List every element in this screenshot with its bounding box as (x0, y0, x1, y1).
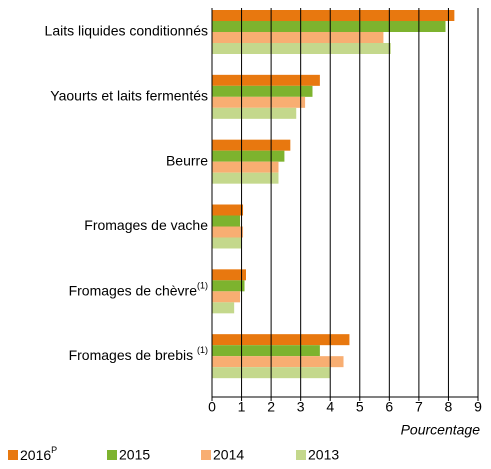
bar (212, 334, 350, 346)
legend-swatch (201, 450, 211, 460)
bar (212, 302, 235, 314)
y-tick-label: Beurre (166, 152, 208, 168)
bar (212, 291, 241, 303)
bar (212, 269, 246, 281)
x-tick-label: 8 (445, 399, 453, 415)
bar (212, 139, 291, 151)
x-tick-label: 2 (267, 399, 275, 415)
bar (212, 85, 313, 97)
bar (212, 107, 297, 119)
x-tick-label: 6 (385, 399, 393, 415)
legend-swatch (8, 450, 18, 460)
bar (212, 204, 244, 216)
legend-swatch (107, 450, 117, 460)
x-axis-label: Pourcentage (401, 422, 481, 438)
bar (212, 43, 391, 54)
bar (212, 237, 242, 249)
bar (212, 10, 455, 21)
x-tick-label: 1 (238, 399, 246, 415)
x-tick-label: 0 (208, 399, 216, 415)
bar (212, 161, 279, 173)
bar (212, 345, 320, 357)
x-tick-label: 7 (415, 399, 423, 415)
bar (212, 74, 320, 86)
legend-label: 2013 (308, 447, 339, 463)
x-tick-label: 3 (297, 399, 305, 415)
x-tick-label: 5 (356, 399, 364, 415)
x-tick-label: 9 (474, 399, 482, 415)
bar (212, 150, 285, 162)
legend-label: 2016P (20, 445, 57, 462)
bar (212, 172, 279, 184)
y-tick-label: Fromages de brebis (1) (69, 346, 208, 363)
bar (212, 226, 244, 238)
bar (212, 280, 245, 292)
bar (212, 215, 241, 227)
y-tick-label: Laits liquides conditionnés (45, 23, 208, 39)
bar (212, 96, 306, 108)
y-tick-label: Fromages de chèvre(1) (69, 281, 208, 298)
bar (212, 356, 344, 368)
bar (212, 32, 384, 43)
y-tick-label: Yaourts et laits fermentés (50, 88, 208, 104)
legend-label: 2014 (213, 447, 244, 463)
legend-label: 2015 (119, 447, 150, 463)
x-tick-label: 4 (326, 399, 334, 415)
bar (212, 21, 446, 32)
y-tick-label: Fromages de vache (84, 217, 208, 233)
legend-swatch (296, 450, 306, 460)
